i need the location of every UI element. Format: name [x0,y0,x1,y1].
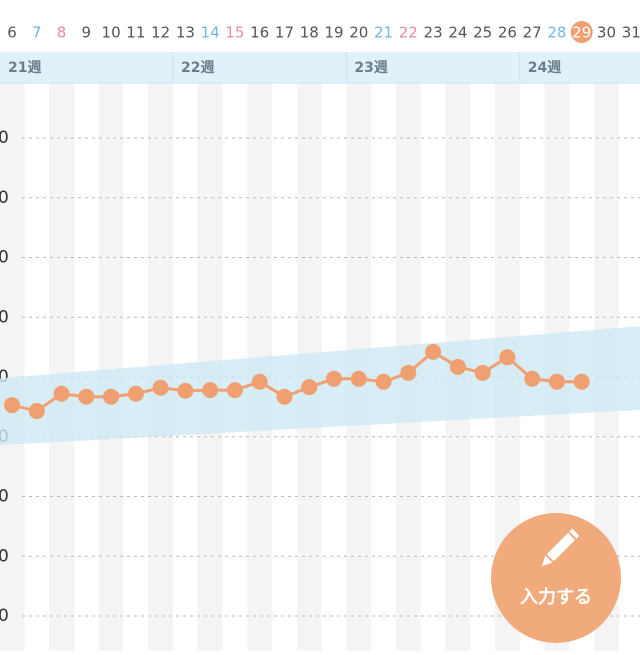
weight-point [78,388,95,405]
week-row [0,52,640,83]
day-label: 6 [7,24,17,42]
day-label: 19 [324,24,343,42]
day-label: 8 [57,24,67,42]
day-label: 24 [448,24,467,42]
week-label: 21週 [8,60,41,76]
day-label: 7 [32,24,42,42]
y-tick-label: 0 [0,487,9,507]
day-label: 13 [176,24,195,42]
weight-point [425,343,442,360]
weight-point [226,382,243,399]
y-tick-label: 0 [0,307,9,327]
weight-point [449,358,466,375]
day-label: 11 [126,24,145,42]
day-label: 31 [622,24,640,42]
weight-point [375,373,392,390]
week-label: 24週 [528,60,561,76]
weight-point [573,373,590,390]
pencil-icon [541,528,580,567]
weight-point [103,388,120,405]
day-label: 21 [374,24,393,42]
day-label: 14 [201,24,220,42]
day-label: 17 [275,24,294,42]
day-label: 20 [349,24,368,42]
day-label: 15 [225,24,244,42]
day-label: 23 [424,24,443,42]
day-label: 18 [300,24,319,42]
plot: 000000000 [0,128,640,626]
column-stripe [98,83,124,651]
button-circle[interactable] [491,513,621,643]
y-tick-label: 0 [0,128,9,148]
weight-point [301,379,318,396]
header: 6 7 8 9 10 11 12 13 14 15 16 17 18 19 20 21 22 23 24 25 26 27… [0,0,640,84]
weight-point [276,388,293,405]
day-label: 29 [572,24,591,42]
weight-point [548,373,565,390]
day-label: 27 [523,24,542,42]
day-label: 10 [102,24,121,42]
weight-point [202,382,219,399]
weight-point [53,385,70,402]
weight-point [127,385,144,402]
day-label: 16 [250,24,269,42]
day-label: 12 [151,24,170,42]
input-button[interactable]: 入力する [491,513,621,643]
target-band [0,326,640,446]
weight-point [524,370,541,387]
y-tick-label: 0 [0,606,9,626]
y-tick-label: 0 [0,546,9,566]
day-label: 22 [399,24,418,42]
day-label: 9 [82,24,92,42]
weight-point [474,364,491,381]
weight-point [28,403,45,420]
weight-point [177,382,194,399]
day-label: 26 [498,24,517,42]
weight-point [251,373,268,390]
weight-point [4,397,20,414]
today-marker [570,21,593,43]
column-stripe [49,83,74,651]
day-label: 30 [597,24,616,42]
y-tick-label: 0 [0,367,9,387]
y-tick-label: 0 [0,188,9,208]
day-label: 25 [473,24,492,42]
week-label: 22週 [181,60,214,76]
day-label: 28 [547,24,566,42]
weight-point [152,379,169,396]
button-label[interactable]: 入力する [520,587,592,608]
weight-point [499,349,516,366]
weight-point [400,364,417,381]
weight-point [326,370,343,387]
week-label: 23週 [354,60,387,76]
weight-point [350,370,367,387]
day-row [0,0,640,52]
column-stripe [0,83,25,651]
y-tick-label: 0 [0,248,9,268]
